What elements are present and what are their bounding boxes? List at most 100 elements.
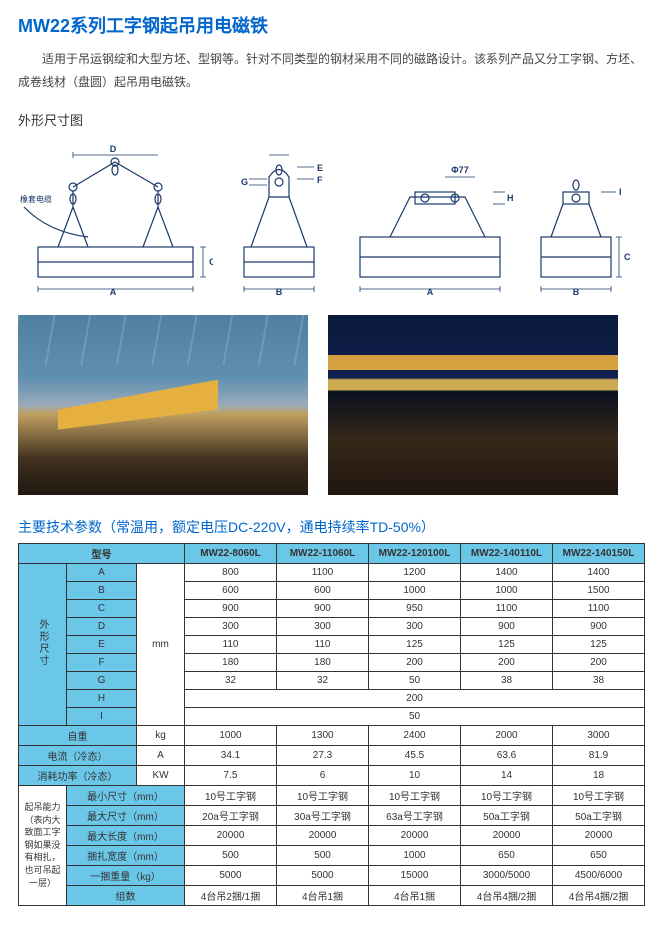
rh-sets: 组数 xyxy=(67,885,185,905)
c-A-4: 1400 xyxy=(553,563,645,581)
c-H: 200 xyxy=(185,689,645,707)
th-m4: MW22-140150L xyxy=(553,543,645,563)
rh-I: I xyxy=(67,707,137,725)
svg-text:D: D xyxy=(110,144,117,154)
c-min-3: 10号工字钢 xyxy=(461,785,553,805)
diagram-row: A D C 橡套电缆 B E F G xyxy=(18,137,645,297)
c-bwt-1: 5000 xyxy=(277,865,369,885)
c-bw-4: 650 xyxy=(553,845,645,865)
c-ml-0: 20000 xyxy=(185,825,277,845)
diagram-section-label: 外形尺寸图 xyxy=(18,110,645,129)
c-D-0: 300 xyxy=(185,617,277,635)
th-model: 型号 xyxy=(19,543,185,563)
rh-D: D xyxy=(67,617,137,635)
c-C-0: 900 xyxy=(185,599,277,617)
unit-kw: KW xyxy=(137,765,185,785)
rh-G: G xyxy=(67,671,137,689)
c-w-0: 1000 xyxy=(185,725,277,745)
spec-table: 型号 MW22-8060L MW22-11060L MW22-120100L M… xyxy=(18,543,645,906)
c-s-3: 4台吊4捆/2捆 xyxy=(461,885,553,905)
c-G-1: 32 xyxy=(277,671,369,689)
c-ml-4: 20000 xyxy=(553,825,645,845)
c-s-2: 4台吊1捆 xyxy=(369,885,461,905)
rh-C: C xyxy=(67,599,137,617)
c-min-0: 10号工字钢 xyxy=(185,785,277,805)
c-bw-2: 1000 xyxy=(369,845,461,865)
c-pw-1: 6 xyxy=(277,765,369,785)
c-C-4: 1100 xyxy=(553,599,645,617)
svg-text:I: I xyxy=(619,187,622,197)
c-B-4: 1500 xyxy=(553,581,645,599)
diagram-plan: A H Φ77 xyxy=(345,137,515,297)
c-w-2: 2400 xyxy=(369,725,461,745)
c-bw-3: 650 xyxy=(461,845,553,865)
c-B-1: 600 xyxy=(277,581,369,599)
rh-H: H xyxy=(67,689,137,707)
rh-F: F xyxy=(67,653,137,671)
c-max-2: 63a号工字钢 xyxy=(369,805,461,825)
c-cur-4: 81.9 xyxy=(553,745,645,765)
unit-mm: mm xyxy=(137,563,185,725)
rh-A: A xyxy=(67,563,137,581)
c-F-3: 200 xyxy=(461,653,553,671)
c-A-0: 800 xyxy=(185,563,277,581)
c-D-4: 900 xyxy=(553,617,645,635)
c-s-0: 4台吊2捆/1捆 xyxy=(185,885,277,905)
product-photo-1 xyxy=(18,315,308,495)
c-w-4: 3000 xyxy=(553,725,645,745)
c-E-3: 125 xyxy=(461,635,553,653)
c-D-3: 900 xyxy=(461,617,553,635)
th-m2: MW22-120100L xyxy=(369,543,461,563)
c-G-4: 38 xyxy=(553,671,645,689)
rh-minsize: 最小尺寸（mm） xyxy=(67,785,185,805)
c-B-2: 1000 xyxy=(369,581,461,599)
c-C-1: 900 xyxy=(277,599,369,617)
svg-text:B: B xyxy=(573,287,580,297)
c-ml-2: 20000 xyxy=(369,825,461,845)
c-ml-3: 20000 xyxy=(461,825,553,845)
c-max-4: 50a工字钢 xyxy=(553,805,645,825)
c-cur-1: 27.3 xyxy=(277,745,369,765)
c-E-1: 110 xyxy=(277,635,369,653)
c-C-2: 950 xyxy=(369,599,461,617)
diagram-end: B C I xyxy=(521,137,631,297)
c-A-3: 1400 xyxy=(461,563,553,581)
c-cur-3: 63.6 xyxy=(461,745,553,765)
c-A-2: 1200 xyxy=(369,563,461,581)
svg-text:A: A xyxy=(110,287,117,297)
c-F-2: 200 xyxy=(369,653,461,671)
th-m0: MW22-8060L xyxy=(185,543,277,563)
c-F-0: 180 xyxy=(185,653,277,671)
c-bw-0: 500 xyxy=(185,845,277,865)
c-pw-0: 7.5 xyxy=(185,765,277,785)
c-max-3: 50a工字钢 xyxy=(461,805,553,825)
rh-bundlew: 捆扎宽度（mm） xyxy=(67,845,185,865)
params-title: 主要技术参数（常温用，额定电压DC-220V，通电持续率TD-50%） xyxy=(18,517,645,537)
rh-bundlewt: 一捆重量（kg） xyxy=(67,865,185,885)
c-bwt-4: 4500/6000 xyxy=(553,865,645,885)
svg-text:橡套电缆: 橡套电缆 xyxy=(20,194,52,204)
c-s-4: 4台吊4捆/2捆 xyxy=(553,885,645,905)
svg-text:G: G xyxy=(241,177,248,187)
rh-weight: 自重 xyxy=(19,725,137,745)
svg-text:Φ77: Φ77 xyxy=(451,165,468,175)
c-E-2: 125 xyxy=(369,635,461,653)
rh-maxsize: 最大尺寸（mm） xyxy=(67,805,185,825)
c-G-3: 38 xyxy=(461,671,553,689)
svg-text:C: C xyxy=(209,257,213,267)
c-max-0: 20a号工字钢 xyxy=(185,805,277,825)
c-G-2: 50 xyxy=(369,671,461,689)
rh-maxlen: 最大长度（mm） xyxy=(67,825,185,845)
svg-text:C: C xyxy=(624,252,631,262)
product-photo-2 xyxy=(328,315,618,495)
c-E-4: 125 xyxy=(553,635,645,653)
c-bwt-2: 15000 xyxy=(369,865,461,885)
c-w-1: 1300 xyxy=(277,725,369,745)
c-B-3: 1000 xyxy=(461,581,553,599)
c-min-2: 10号工字钢 xyxy=(369,785,461,805)
c-max-1: 30a号工字钢 xyxy=(277,805,369,825)
c-pw-3: 14 xyxy=(461,765,553,785)
svg-text:H: H xyxy=(507,193,514,203)
svg-text:B: B xyxy=(276,287,283,297)
c-pw-2: 10 xyxy=(369,765,461,785)
